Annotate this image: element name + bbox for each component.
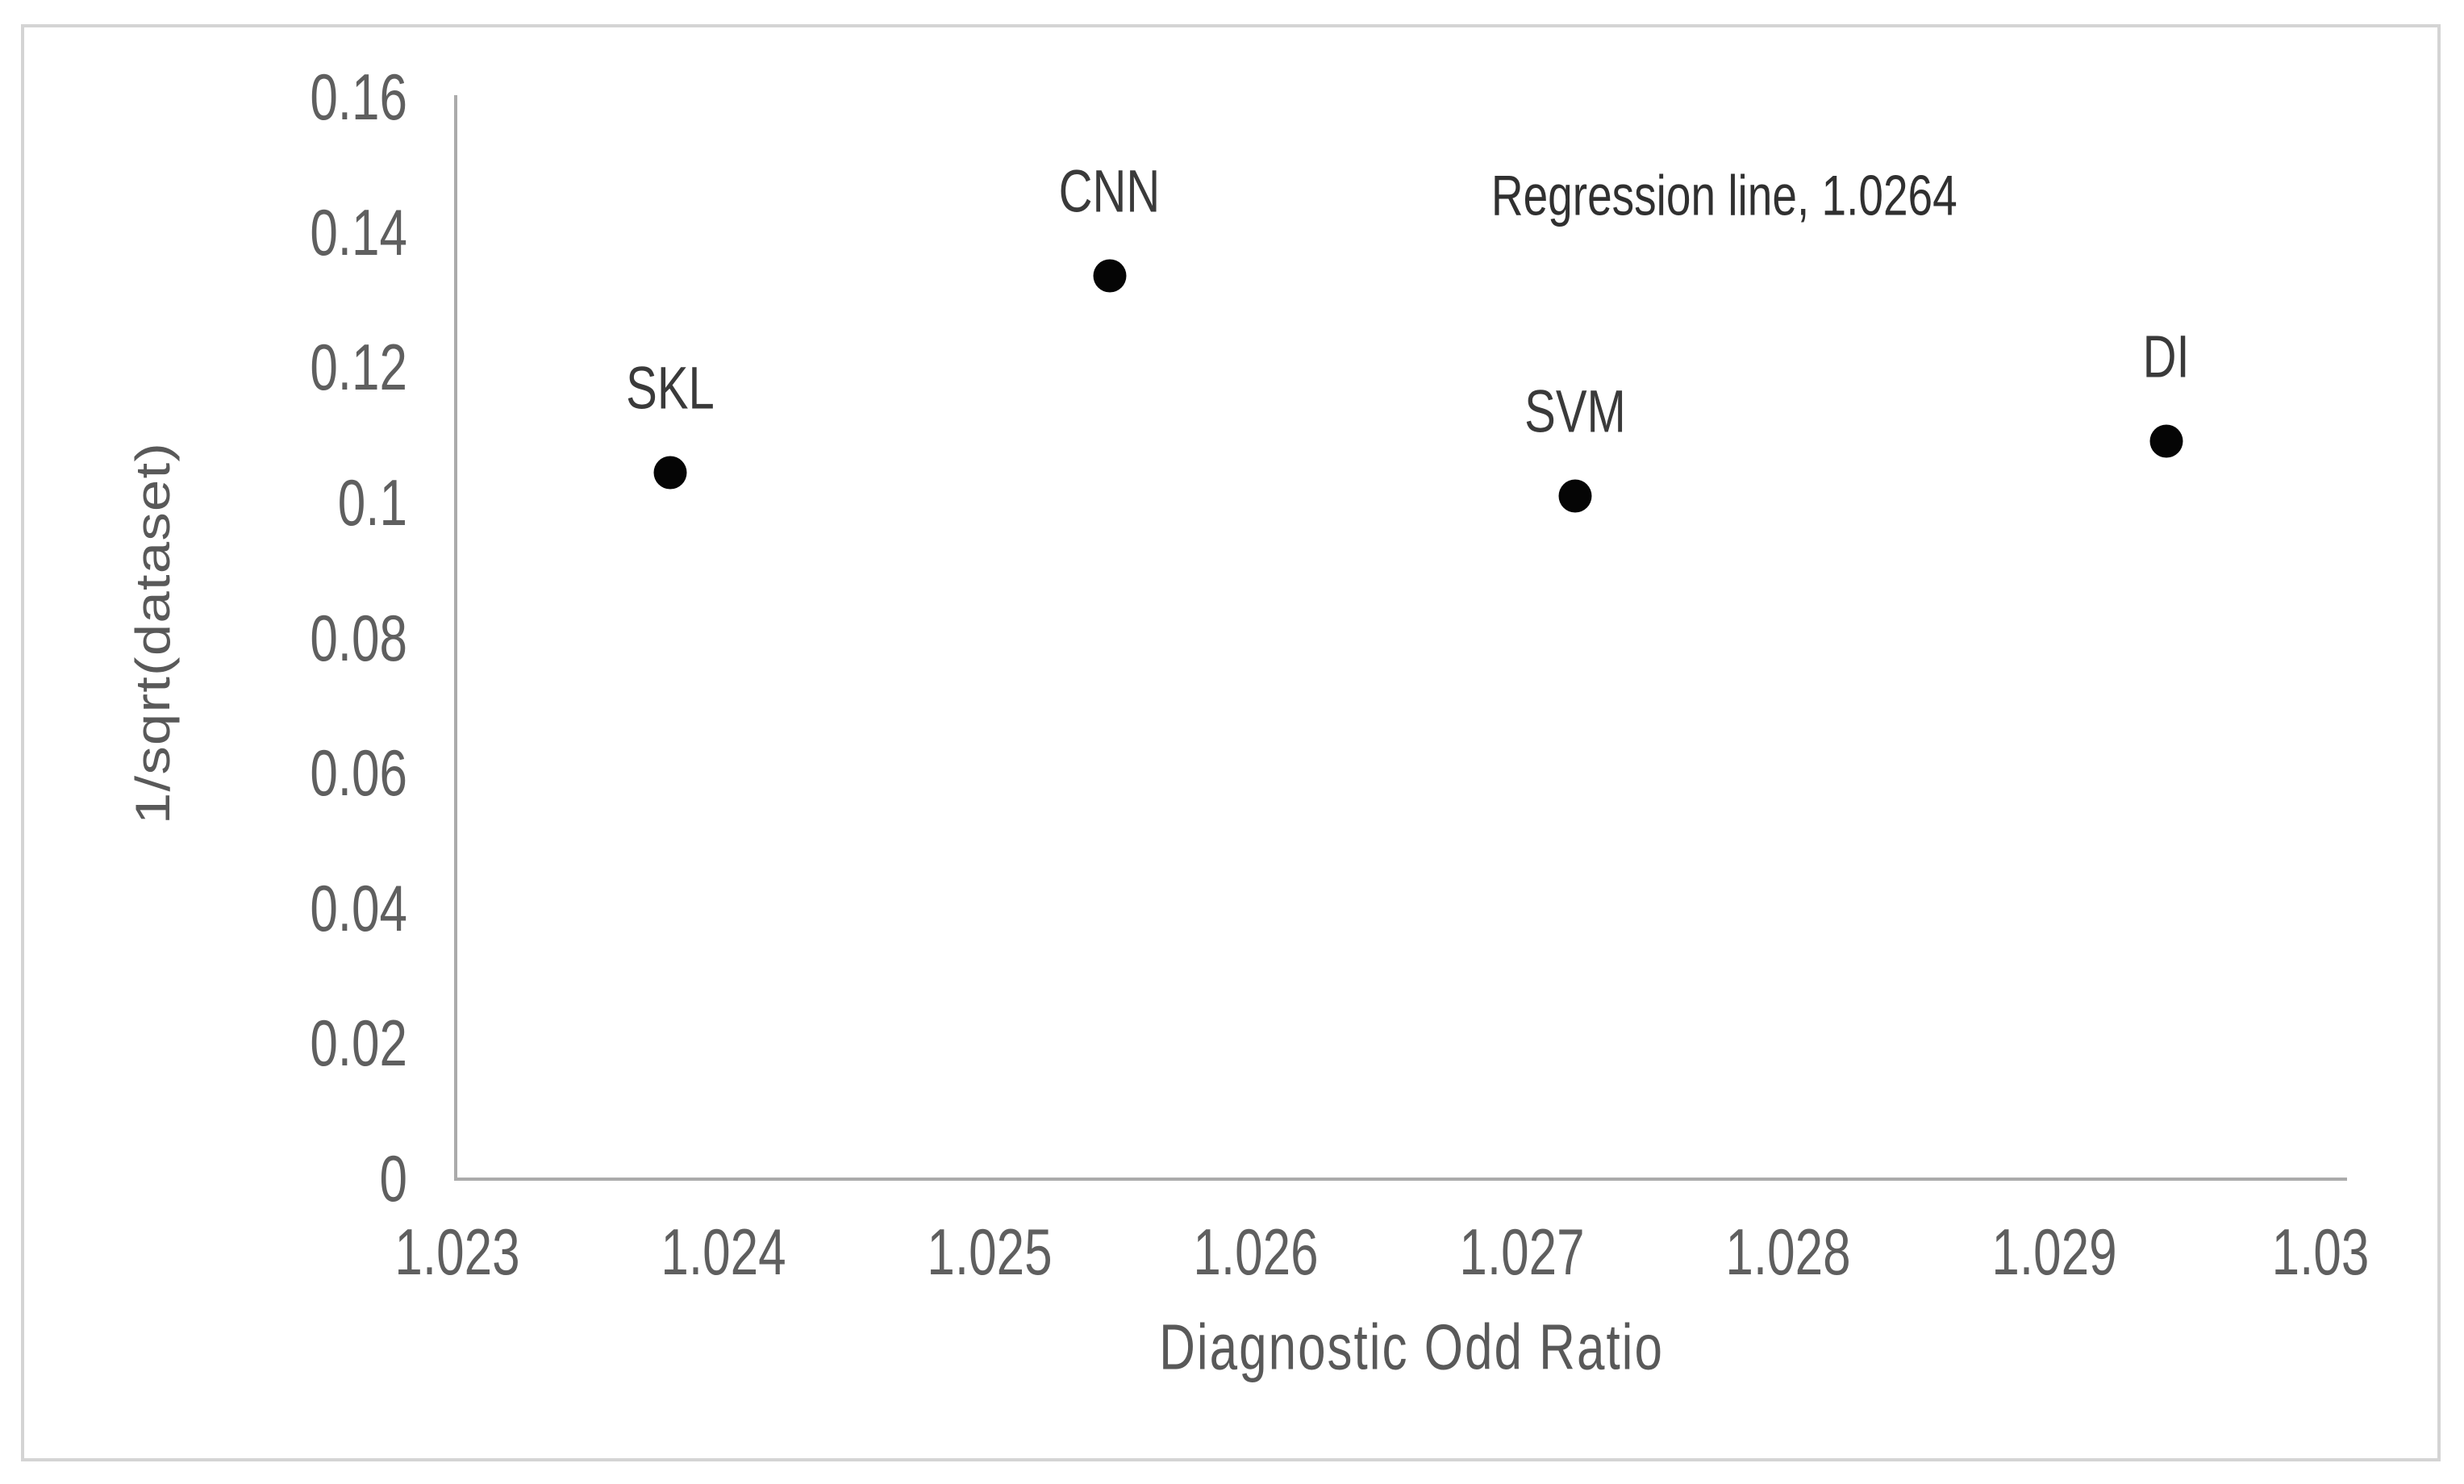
- x-axis-tick-label: 1.024: [661, 1216, 786, 1290]
- y-axis-tick-label: 0.1: [337, 467, 407, 540]
- x-axis-title: Diagnostic Odd Ratio: [1159, 1312, 1664, 1384]
- y-axis-tick-label: 0.06: [310, 737, 407, 811]
- data-point-label-cnn: CNN: [1058, 158, 1161, 226]
- regression-line-annotation: Regression line, 1.0264: [1490, 163, 1957, 227]
- x-axis-tick-label: 1.03: [2271, 1216, 2370, 1290]
- y-axis-tick-label: 0: [379, 1143, 407, 1216]
- data-point-label-di: DI: [2142, 323, 2190, 390]
- x-axis-tick-label: 1.026: [1193, 1216, 1319, 1290]
- data-point-label-skl: SKL: [626, 355, 715, 423]
- x-axis-line: [454, 1178, 2347, 1181]
- x-axis-tick-label: 1.028: [1725, 1216, 1851, 1290]
- y-axis-tick-label: 0.14: [310, 197, 407, 269]
- x-axis-tick-label: 1.023: [394, 1216, 520, 1290]
- y-axis-tick-label: 0.12: [310, 331, 407, 405]
- data-point-label-svm: SVM: [1524, 377, 1626, 445]
- y-axis-tick-label: 0.02: [310, 1007, 407, 1081]
- y-axis-tick-label: 0.04: [310, 873, 407, 945]
- x-axis-tick-label: 1.029: [1991, 1216, 2117, 1290]
- chart-border: [21, 24, 2441, 1461]
- data-point-skl: [653, 456, 687, 490]
- y-axis-tick-label: 0.08: [310, 602, 407, 675]
- data-point-di: [2149, 424, 2183, 458]
- data-point-svm: [1558, 479, 1592, 513]
- data-point-cnn: [1093, 259, 1126, 293]
- x-axis-tick-label: 1.025: [927, 1216, 1053, 1290]
- y-axis-line: [454, 95, 457, 1181]
- x-axis-tick-label: 1.027: [1459, 1216, 1585, 1290]
- y-axis-tick-label: 0.16: [310, 61, 407, 135]
- y-axis-title: 1/sqrt(dataset): [126, 441, 180, 825]
